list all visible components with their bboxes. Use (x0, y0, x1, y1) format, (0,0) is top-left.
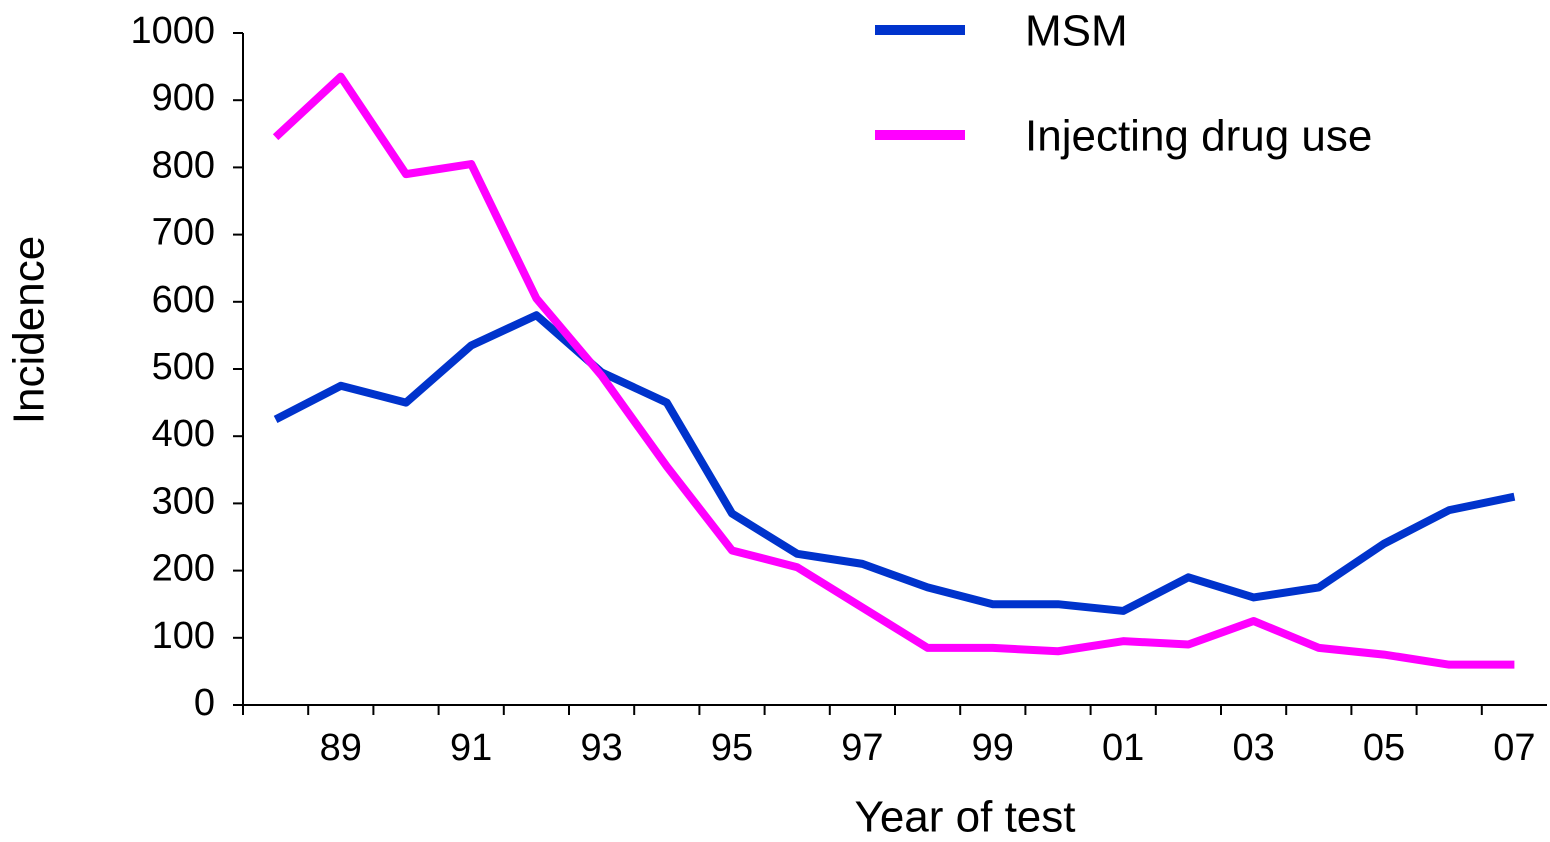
x-tick-label: 03 (1232, 727, 1274, 769)
y-tick-label: 800 (152, 144, 215, 186)
x-tick-label: 93 (580, 727, 622, 769)
x-tick-label: 01 (1102, 727, 1144, 769)
legend-label: MSM (1025, 7, 1128, 56)
y-tick-label: 0 (194, 682, 215, 724)
legend-label: Injecting drug use (1025, 112, 1372, 161)
line-series (272, 72, 1515, 669)
x-tick-label: 89 (320, 727, 362, 769)
x-tick-label: 05 (1363, 727, 1405, 769)
x-tick-label: 91 (450, 727, 492, 769)
y-tick-label: 400 (152, 413, 215, 455)
x-axis-title: Year of test (855, 793, 1076, 842)
y-tick-label: 1000 (130, 10, 215, 52)
x-tick-label: 99 (972, 727, 1014, 769)
x-tick-label: 97 (841, 727, 883, 769)
x-tick-label: 07 (1493, 727, 1535, 769)
y-tick-label: 700 (152, 212, 215, 254)
y-tick-label: 200 (152, 548, 215, 590)
line-series (273, 311, 1516, 615)
y-tick-label: 300 (152, 480, 215, 522)
x-tick-label: 95 (711, 727, 753, 769)
y-tick-label: 600 (152, 279, 215, 321)
y-tick-label: 100 (152, 615, 215, 657)
y-tick-label: 900 (152, 77, 215, 119)
y-axis-title: Incidence (5, 236, 54, 424)
y-tick-label: 500 (152, 346, 215, 388)
